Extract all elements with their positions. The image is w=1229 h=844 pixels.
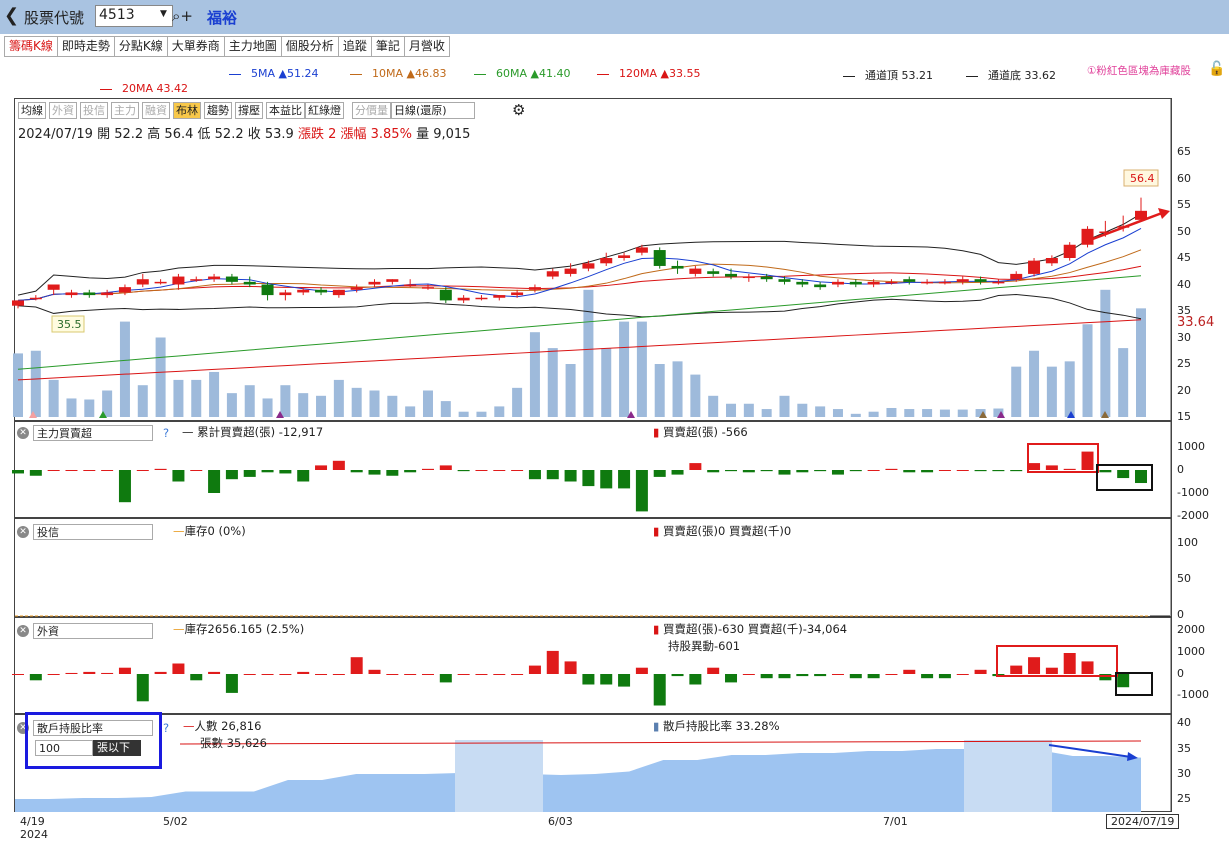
toolbar-btn-11[interactable]: 日線(還原) xyxy=(391,102,475,119)
ma20-legend: 20MA 43.42 xyxy=(100,82,188,95)
retail-axis-label: 40 xyxy=(1177,716,1191,729)
net-buy-text: ▮ 買賣超(張) -566 xyxy=(653,425,748,439)
stock-code-label: 股票代號 xyxy=(24,9,85,27)
x-label-start: 4/19 xyxy=(20,815,45,828)
trust-inventory-text: —庫存0 (0%) xyxy=(173,524,246,538)
x-label-last: 2024/07/19 xyxy=(1106,814,1180,829)
zoom-add-icon[interactable]: ⌕+ xyxy=(172,7,193,25)
price-axis-label: 20 xyxy=(1177,383,1191,397)
tab-3[interactable]: 大單券商 xyxy=(166,36,225,57)
cumulative-text: — 累計買賣超(張) -12,917 xyxy=(182,425,324,439)
tab-0[interactable]: 籌碼K線 xyxy=(4,36,58,57)
close-panel-icon[interactable]: ✕ xyxy=(17,625,29,637)
ma60-legend: 60MA ▲41.40 xyxy=(474,67,570,80)
trust-net-text: ▮ 買賣超(張)0 買賣超(千)0 xyxy=(653,524,792,538)
trust-axis-label: 0 xyxy=(1177,608,1184,621)
price-axis-label: 15 xyxy=(1177,410,1191,423)
retail-select[interactable]: 散戶持股比率 xyxy=(33,720,153,736)
price-axis-label: 65 xyxy=(1177,145,1191,158)
help-icon[interactable]: ? xyxy=(163,426,170,440)
tab-8[interactable]: 月營收 xyxy=(403,36,450,57)
tab-1[interactable]: 即時走勢 xyxy=(56,36,115,57)
channel-upper-legend: 通道頂 53.21 xyxy=(843,67,933,83)
price-axis-label: 30 xyxy=(1177,330,1191,344)
x-label-july: 7/01 xyxy=(883,815,908,828)
x-label-may: 5/02 xyxy=(163,815,188,828)
tab-7[interactable]: 筆記 xyxy=(370,36,405,57)
tab-4[interactable]: 主力地圖 xyxy=(223,36,282,57)
price-panel xyxy=(14,98,1172,421)
foreign-panel xyxy=(14,617,1172,714)
stock-name: 福裕 xyxy=(207,9,238,27)
ma10-legend: 10MA ▲46.83 xyxy=(350,67,446,80)
main-force-axis-label: 1000 xyxy=(1177,440,1205,453)
toolbar-btn-2[interactable]: 投信 xyxy=(80,102,108,119)
price-axis-label: 45 xyxy=(1177,251,1191,264)
trust-select[interactable]: 投信 xyxy=(33,524,153,540)
toolbar-btn-4[interactable]: 融資 xyxy=(142,102,170,119)
trust-axis-label: 50 xyxy=(1177,572,1191,585)
foreign-axis-label: 1000 xyxy=(1177,645,1205,658)
retail-axis-label: 25 xyxy=(1177,792,1191,805)
settings-gear-icon[interactable]: ⚙ xyxy=(512,101,526,119)
main-force-axis-label: -2000 xyxy=(1177,509,1209,522)
buyback-note: ①粉紅色區塊為庫藏股 xyxy=(1087,65,1191,77)
quote-line: 2024/07/19 開 52.2 高 56.4 低 52.2 收 53.9 漲… xyxy=(18,127,471,142)
foreign-inventory-text: —庫存2656.165 (2.5%) xyxy=(173,622,305,636)
top-bar: ❮ 股票代號 4513 ▼ ⌕+ 福裕 xyxy=(0,0,1229,34)
main-force-axis-label: -1000 xyxy=(1177,486,1209,499)
foreign-holding-change: 持股異動-601 xyxy=(668,639,741,653)
retail-lots-text: 張數 35,626 xyxy=(200,736,267,750)
x-label-year: 2024 xyxy=(20,828,48,841)
toolbar-btn-10[interactable]: 分價量 xyxy=(352,102,391,119)
toolbar-btn-9[interactable]: 紅綠燈 xyxy=(305,102,344,119)
price-axis-label: 35 xyxy=(1177,304,1191,317)
tab-2[interactable]: 分點K線 xyxy=(113,36,168,57)
toolbar-btn-6[interactable]: 趨勢 xyxy=(204,102,232,119)
retail-axis-label: 35 xyxy=(1177,742,1191,755)
main-force-axis-label: 0 xyxy=(1177,463,1184,476)
channel-lower-legend: 通道底 33.62 xyxy=(966,67,1056,83)
retail-people-text: —人數 26,816 xyxy=(183,719,262,733)
lot-threshold-select[interactable]: 100 xyxy=(35,740,93,756)
foreign-axis-label: -1000 xyxy=(1177,688,1209,701)
highlight-box xyxy=(25,712,162,769)
x-label-june: 6/03 xyxy=(548,815,573,828)
lot-threshold-label: 張以下 xyxy=(93,740,141,756)
foreign-axis-label: 2000 xyxy=(1177,623,1205,636)
help-icon[interactable]: ? xyxy=(163,721,170,735)
lock-icon[interactable]: 🔓 xyxy=(1208,61,1226,77)
foreign-net-text: ▮ 買賣超(張)-630 買賣超(千)-34,064 xyxy=(653,622,848,636)
main-force-select[interactable]: 主力買賣超 xyxy=(33,425,153,441)
foreign-axis-label: 0 xyxy=(1177,667,1184,680)
price-axis-label: 40 xyxy=(1177,277,1191,291)
close-panel-icon[interactable]: ✕ xyxy=(17,526,29,538)
price-axis-label: 25 xyxy=(1177,357,1191,370)
toolbar-btn-0[interactable]: 均線 xyxy=(18,102,46,119)
tab-5[interactable]: 個股分析 xyxy=(280,36,339,57)
toolbar-btn-1[interactable]: 外資 xyxy=(49,102,77,119)
retail-axis-label: 30 xyxy=(1177,767,1191,780)
toolbar-btn-8[interactable]: 本益比 xyxy=(266,102,305,119)
trust-axis-label: 100 xyxy=(1177,536,1198,549)
price-axis-label: 55 xyxy=(1177,198,1191,211)
close-panel-icon[interactable]: ✕ xyxy=(17,427,29,439)
ma5-legend: 5MA ▲51.24 xyxy=(229,67,318,80)
main-force-panel xyxy=(14,421,1172,518)
toolbar-btn-5[interactable]: 布林 xyxy=(173,102,201,119)
investment-trust-panel xyxy=(14,518,1172,617)
ma120-legend: 120MA ▲33.55 xyxy=(597,67,700,80)
tab-6[interactable]: 追蹤 xyxy=(337,36,372,57)
retail-ratio-text: ▮ 散戶持股比率 33.28% xyxy=(653,719,780,733)
toolbar-btn-3[interactable]: 主力 xyxy=(111,102,139,119)
price-axis-label: 60 xyxy=(1177,171,1191,185)
back-chevron-icon[interactable]: ❮ xyxy=(4,5,20,26)
code-dropdown-icon[interactable]: ▼ xyxy=(160,9,167,19)
stock-code-input[interactable]: 4513 xyxy=(95,5,173,27)
price-axis-label: 50 xyxy=(1177,224,1191,238)
last-price-tag: 33.64 xyxy=(1177,315,1214,330)
main-tabs: 籌碼K線 即時走勢 分點K線 大單券商 主力地圖 個股分析 追蹤 筆記 月營收 xyxy=(4,36,450,57)
foreign-select[interactable]: 外資 xyxy=(33,623,153,639)
toolbar-btn-7[interactable]: 撐壓 xyxy=(235,102,263,119)
